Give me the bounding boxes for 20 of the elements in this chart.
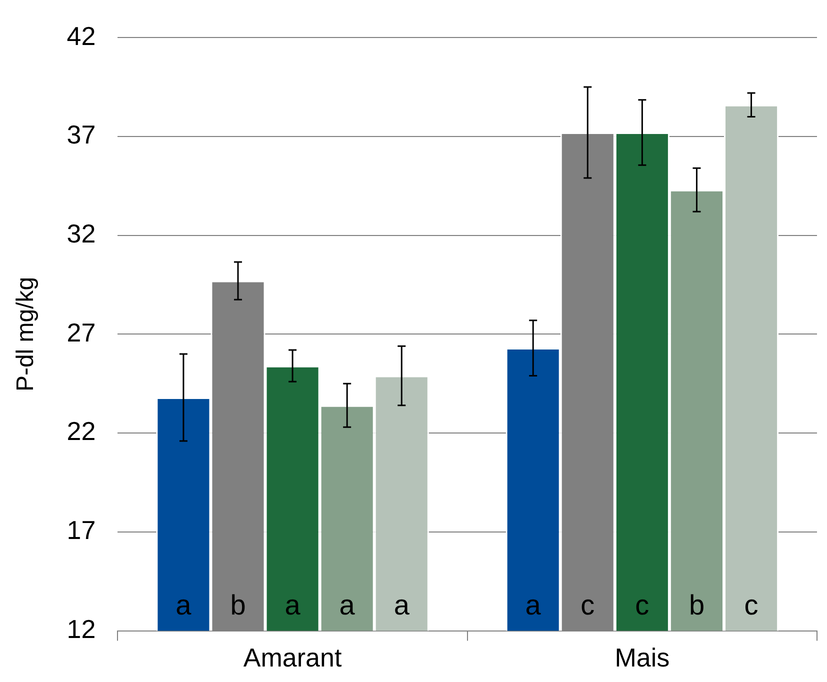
y-tick-label: 12 — [66, 614, 96, 644]
y-tick-label: 22 — [66, 416, 96, 446]
data-label: a — [394, 590, 410, 621]
y-tick-label: 42 — [66, 20, 96, 51]
data-label: b — [688, 590, 705, 621]
y-axis-title: P-dl mg/kg — [12, 276, 40, 392]
y-tick-label: 37 — [66, 120, 96, 150]
data-label: a — [176, 590, 192, 621]
data-label: a — [284, 590, 301, 621]
data-label: a — [339, 590, 356, 621]
data-label: c — [744, 590, 758, 621]
x-tick-label: Mais — [614, 642, 670, 673]
y-tick-label: 17 — [66, 515, 96, 546]
data-label: b — [230, 590, 246, 621]
x-tick-label: Amarant — [243, 642, 342, 673]
data-label: a — [525, 590, 542, 621]
y-tick-label: 27 — [66, 317, 96, 348]
data-label: c — [580, 590, 595, 621]
y-tick-label: 32 — [66, 218, 96, 249]
data-label: c — [635, 590, 650, 621]
